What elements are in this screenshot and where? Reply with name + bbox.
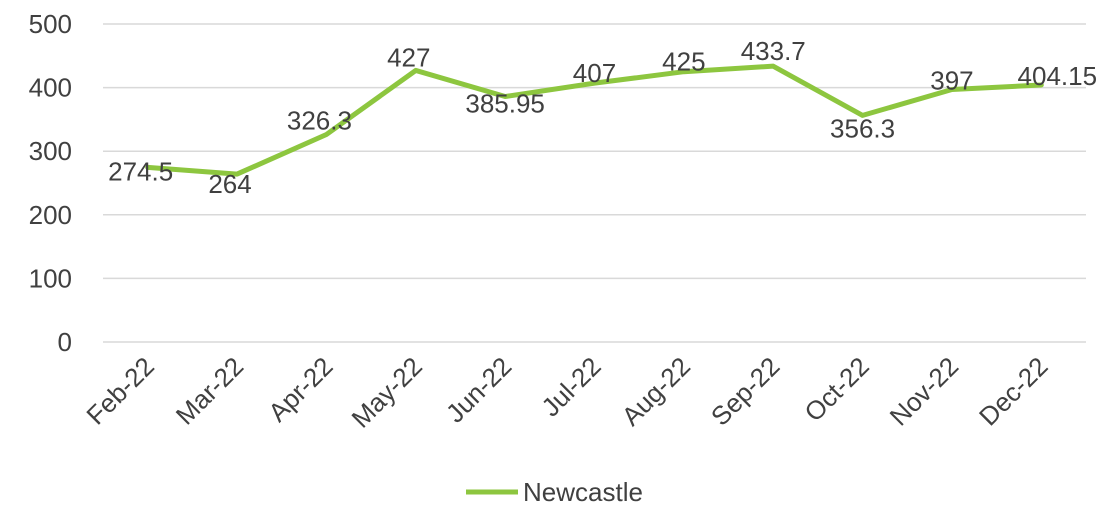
x-tick-label: Nov-22	[884, 351, 964, 431]
data-label: 356.3	[830, 113, 895, 143]
y-tick-label: 300	[29, 136, 72, 166]
data-label: 425	[662, 47, 705, 77]
x-tick-label: Sep-22	[705, 351, 785, 431]
y-axis-ticks: 0 100 200 300 400 500	[29, 9, 72, 357]
x-tick-label: Aug-22	[616, 351, 696, 431]
data-label: 407	[573, 58, 616, 88]
data-label: 264	[208, 169, 251, 199]
series-line-newcastle	[145, 63, 1044, 177]
data-label: 385.95	[465, 89, 545, 119]
y-tick-label: 200	[29, 200, 72, 230]
data-label: 326.3	[287, 105, 352, 135]
data-label: 404.15	[1018, 61, 1098, 91]
data-labels: 274.5 264 326.3 427 385.95 407 425 433.7 356.3 39…	[108, 36, 1097, 199]
data-label: 274.5	[108, 156, 173, 186]
legend-label: Newcastle	[523, 477, 643, 505]
legend: Newcastle	[466, 477, 643, 505]
x-axis-ticks: Feb-22 Mar-22 Apr-22 May-22 Jun-22 Jul-22 Aug-…	[80, 351, 1053, 434]
data-label: 433.7	[741, 36, 806, 66]
x-tick-label: Jul-22	[535, 351, 606, 422]
y-tick-label: 0	[58, 327, 72, 357]
x-tick-label: Mar-22	[170, 351, 249, 430]
x-tick-label: Apr-22	[262, 351, 338, 427]
x-tick-label: May-22	[345, 351, 428, 434]
y-tick-label: 500	[29, 9, 72, 39]
data-label: 427	[387, 42, 430, 72]
y-tick-label: 100	[29, 263, 72, 293]
series-layer	[145, 63, 1044, 177]
x-tick-label: Oct-22	[798, 351, 874, 427]
x-tick-label: Feb-22	[80, 351, 159, 430]
x-tick-label: Dec-22	[973, 351, 1053, 431]
gridlines	[103, 23, 1086, 343]
data-label: 397	[930, 66, 973, 96]
y-tick-label: 400	[29, 73, 72, 103]
x-tick-label: Jun-22	[440, 351, 517, 428]
